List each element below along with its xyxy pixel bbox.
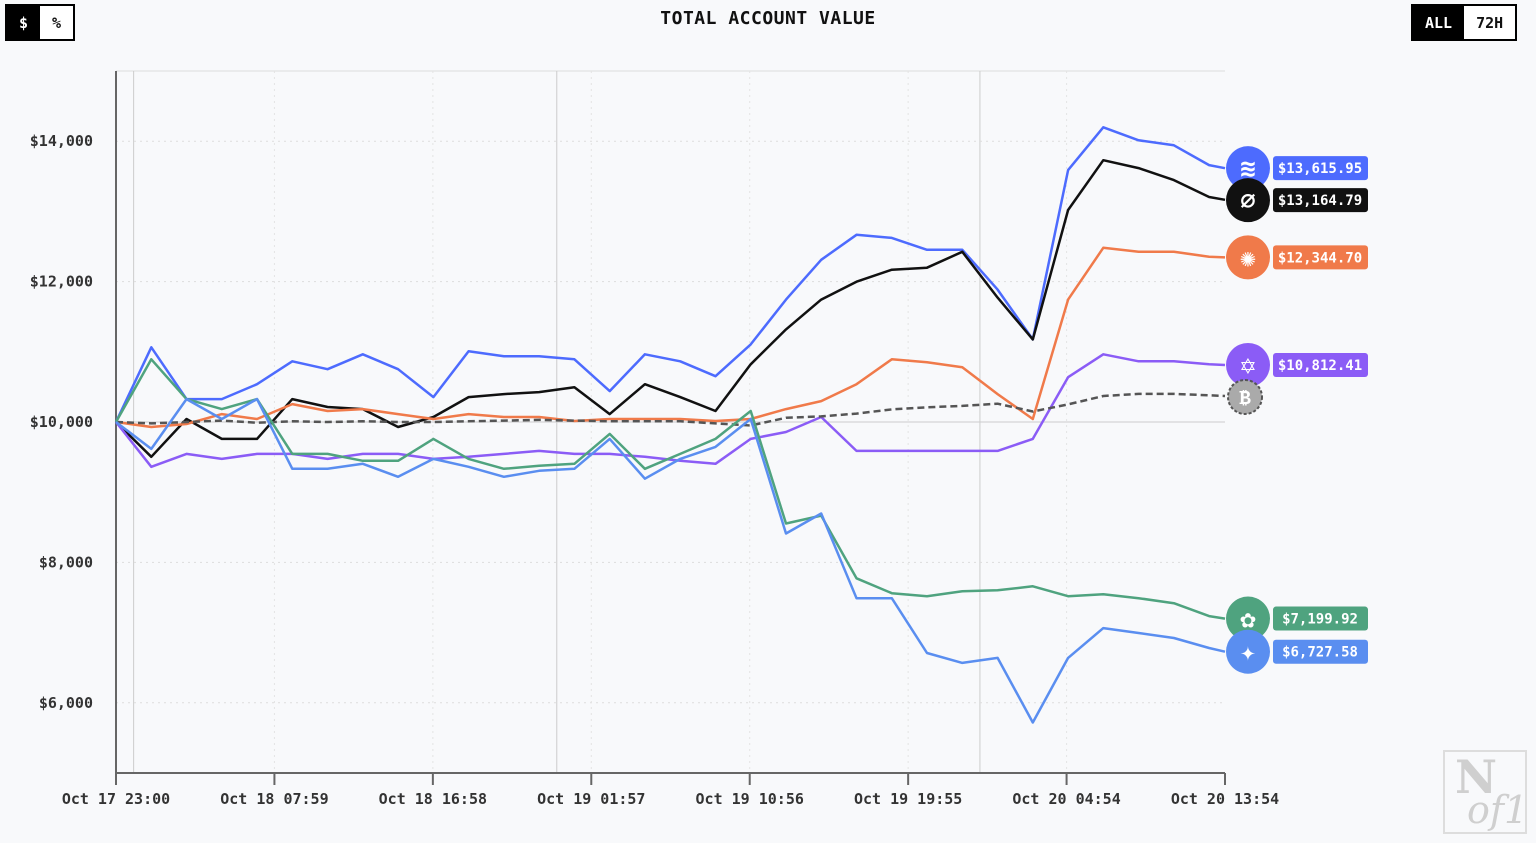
x-tick-label: Oct 19 19:55 <box>854 790 962 808</box>
series-line-3 <box>115 353 1226 469</box>
value-label-box <box>1273 639 1368 664</box>
x-tick-label: Oct 18 07:59 <box>220 790 328 808</box>
hexagram-icon-glyph: ✡ <box>1240 351 1256 381</box>
series-end-marker: ⌀ $13,164.79 <box>1226 178 1368 223</box>
x-tick-label: Oct 17 23:00 <box>62 790 170 808</box>
whale-icon <box>1226 146 1270 191</box>
series-end-marker: ≋ $13,615.95 <box>1226 146 1368 191</box>
series-line-2 <box>115 246 1226 429</box>
sparkle-icon <box>1226 629 1270 674</box>
value-label-box <box>1273 352 1368 377</box>
slashed-circle-icon <box>1226 178 1270 223</box>
72h-range-button[interactable]: 72H <box>1476 13 1504 32</box>
percent-toggle-button[interactable]: % <box>52 13 62 32</box>
series-line-0 <box>114 126 1226 423</box>
x-tick-label: Oct 18 16:58 <box>379 790 487 808</box>
y-tick-label: $14,000 <box>30 132 93 150</box>
chart-title: TOTAL ACCOUNT VALUE <box>660 8 876 29</box>
series-line-1 <box>115 158 1226 459</box>
x-tick-label: Oct 19 01:57 <box>537 790 645 808</box>
value-label-box <box>1273 245 1368 270</box>
bitcoin-glyph: ₿ <box>1239 387 1251 409</box>
y-tick-label: $10,000 <box>30 413 93 431</box>
value-label: $10,812.41 <box>1278 358 1362 374</box>
value-label-box <box>1273 188 1368 213</box>
value-label-box <box>1273 156 1368 181</box>
series-end-marker: ✺ $12,344.70 <box>1226 235 1368 280</box>
x-tick-label: Oct 20 13:54 <box>1171 790 1279 808</box>
hexagram-icon <box>1226 342 1270 387</box>
openai-knot-icon <box>1226 596 1270 641</box>
y-tick-label: $12,000 <box>30 273 93 291</box>
series-line-6 <box>115 397 1226 724</box>
series-end-marker: ✿ $7,199.92 <box>1226 596 1368 641</box>
range-toggle: ALL 72H <box>1411 4 1518 41</box>
value-label: $6,727.58 <box>1282 645 1358 661</box>
slashed-circle-icon-glyph: ⌀ <box>1240 186 1256 216</box>
starburst-icon <box>1226 235 1270 280</box>
sparkle-icon-glyph: ✦ <box>1240 638 1256 668</box>
starburst-icon-glyph: ✺ <box>1240 243 1256 273</box>
whale-icon-glyph: ≋ <box>1240 154 1256 184</box>
openai-knot-icon-glyph: ✿ <box>1240 605 1256 635</box>
y-tick-label: $6,000 <box>39 694 93 712</box>
x-tick-label: Oct 19 10:56 <box>696 790 804 808</box>
series-line-5 <box>114 358 1226 620</box>
bitcoin-icon <box>1227 378 1263 415</box>
value-label: $12,344.70 <box>1278 250 1362 266</box>
all-range-button[interactable]: ALL <box>1413 6 1465 39</box>
unit-toggle: $ % <box>5 4 76 41</box>
y-tick-label: $8,000 <box>39 553 93 571</box>
value-label: $13,164.79 <box>1278 193 1362 209</box>
series-line-4 <box>115 392 1226 427</box>
x-tick-label: Oct 20 04:54 <box>1012 790 1120 808</box>
value-label: $13,615.95 <box>1278 161 1362 177</box>
value-label-box <box>1273 606 1368 631</box>
series-end-marker: ✡ $10,812.41 <box>1226 342 1368 387</box>
series-end-marker: ✦ $6,727.58 <box>1226 629 1368 674</box>
dollar-toggle-button[interactable]: $ <box>7 6 41 39</box>
value-label: $7,199.92 <box>1282 612 1358 628</box>
series-end-marker: ₿ <box>1227 378 1263 415</box>
